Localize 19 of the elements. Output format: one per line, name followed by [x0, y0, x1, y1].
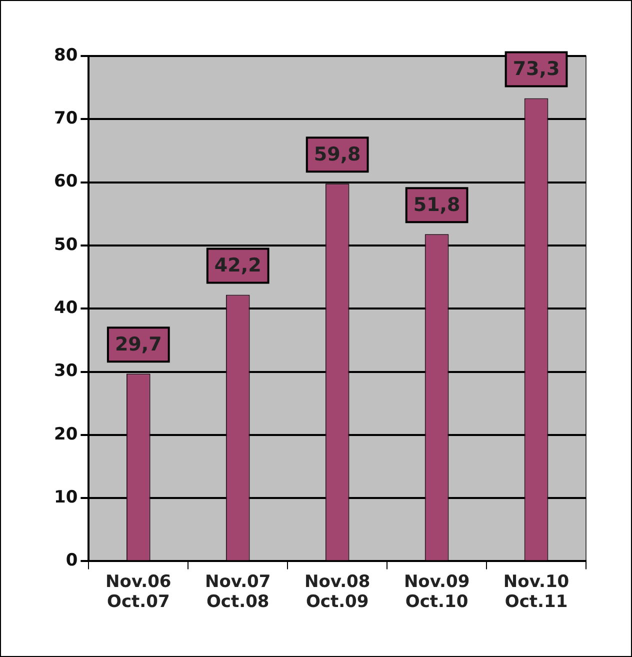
x-tick-label: Nov.07 Oct.08 [205, 572, 271, 612]
data-label: 73,3 [512, 58, 560, 80]
y-tick-label: 10 [54, 487, 78, 508]
x-tick-label: Nov.08 Oct.09 [304, 572, 370, 612]
x-tick-label: Nov.10 Oct.11 [503, 572, 570, 612]
data-label: 59,8 [314, 144, 361, 166]
data-label: 51,8 [413, 194, 460, 216]
x-tick-label: Nov.06 Oct.07 [106, 572, 172, 612]
data-label: 42,2 [214, 254, 262, 277]
data-label: 29,7 [114, 334, 162, 356]
y-tick-label: 60 [54, 172, 78, 192]
y-tick-label: 30 [54, 361, 78, 382]
y-tick-label: 40 [54, 298, 78, 318]
y-tick-label: 80 [54, 45, 78, 66]
x-tick-label: Nov.09 Oct.10 [404, 572, 470, 612]
y-tick-label: 20 [54, 424, 78, 444]
y-tick-label: 0 [66, 550, 78, 571]
y-tick-label: 50 [54, 234, 78, 255]
y-tick-label: 70 [54, 108, 78, 129]
